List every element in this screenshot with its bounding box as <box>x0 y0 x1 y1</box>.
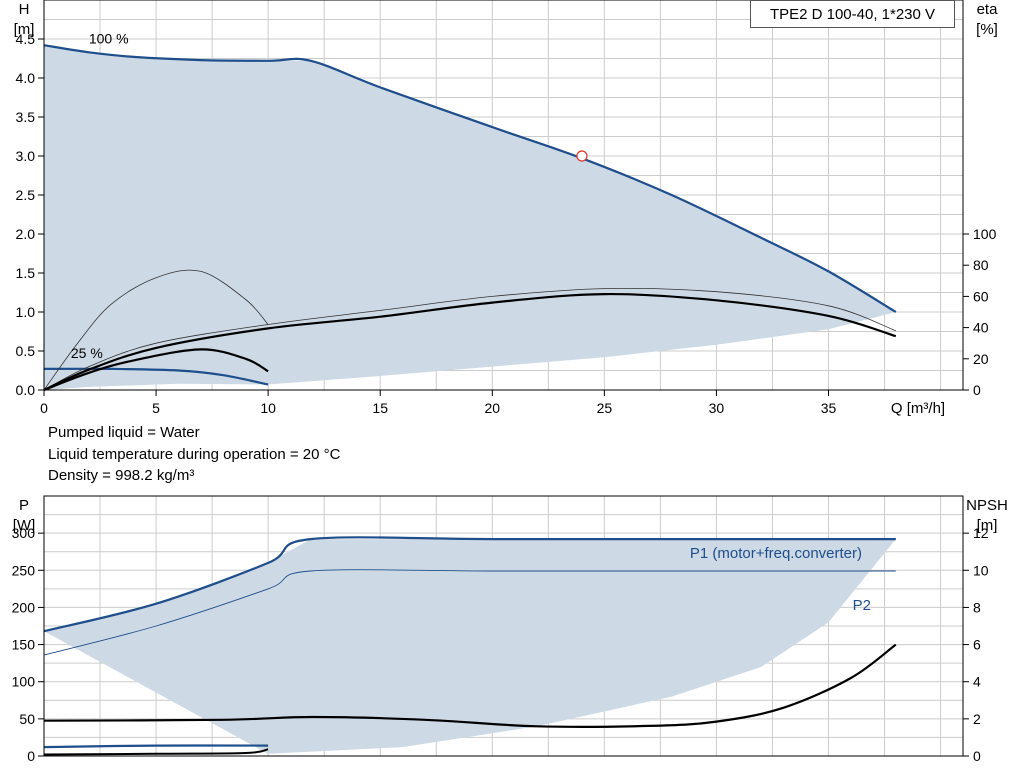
y-left-tick-label: 0.0 <box>16 382 36 398</box>
y-right-tick-label: 2 <box>973 711 981 727</box>
y-left-axis-label: [W] <box>13 517 36 534</box>
y-left-tick-label: 0.5 <box>16 343 36 359</box>
head-efficiency-chart: 0.0 0.5 1.0 1.5 2.0 2.5 3.0 3.5 4.0 4.5 0 20 40 60 80 1… <box>14 0 999 417</box>
y-left-tick-label: 4.5 <box>16 31 36 47</box>
p1-max-curve <box>43 536 896 633</box>
y-left-tick-label: 3.0 <box>16 148 36 164</box>
note-density: Density = 998.2 kg/m³ <box>48 467 195 484</box>
p2-min-curve <box>43 748 269 756</box>
note-liquid-temperature: Liquid temperature during operation = 20… <box>48 446 341 463</box>
y-right-axis-label: [m] <box>977 517 998 534</box>
chart-title: TPE2 D 100-40, 1*230 V <box>750 0 955 28</box>
y-right-tick-label: 8 <box>973 599 981 615</box>
x-tick-label: 10 <box>260 400 276 416</box>
y-right-tick-label: 0 <box>973 382 981 398</box>
x-tick-label: 5 <box>152 400 160 416</box>
duty-point-marker <box>576 150 588 162</box>
x-tick-label: 20 <box>485 400 501 416</box>
y-right-tick-label: 60 <box>973 288 989 304</box>
y-left-tick-label: 300 <box>12 525 36 541</box>
power-npsh-chart: 0 50 100 150 200 250 300 0 2 4 6 8 10 12 P [W] NPSH [m] P1… <box>12 495 1008 764</box>
x-tick-label: 25 <box>597 400 613 416</box>
y-right-tick-label: 80 <box>973 257 989 273</box>
y-right-axis-label: eta <box>977 1 999 18</box>
y-right-tick-label: 0 <box>973 748 981 764</box>
x-tick-label: 15 <box>372 400 388 416</box>
y-left-axis-label: [m] <box>14 21 35 38</box>
p2-max-curve <box>43 569 896 656</box>
y-right-tick-label: 20 <box>973 351 989 367</box>
y-right-tick-label: 40 <box>973 320 989 336</box>
y-left-axis-label: P <box>19 497 29 514</box>
y-left-tick-label: 50 <box>19 711 35 727</box>
speed-curve-label: 25 % <box>71 345 103 361</box>
x-axis-label: Q [m³/h] <box>891 400 945 417</box>
note-pumped-liquid: Pumped liquid = Water <box>48 424 200 441</box>
y-left-tick-label: 100 <box>12 674 36 690</box>
y-left-tick-label: 1.0 <box>16 304 36 320</box>
y-left-tick-label: 1.5 <box>16 265 36 281</box>
eta-max-curve <box>43 292 897 392</box>
p1-min-curve <box>43 744 269 749</box>
y-right-axis-label: [%] <box>976 21 998 38</box>
eta-min-thin-curve <box>43 269 269 391</box>
y-right-axis-label: NPSH <box>966 497 1008 514</box>
eta-max-thin-curve <box>43 287 896 391</box>
x-tick-label: 30 <box>709 400 725 416</box>
y-right-tick-label: 4 <box>973 674 981 690</box>
p1-series-label: P1 (motor+freq.converter) <box>690 545 862 562</box>
npsh-curve <box>43 643 897 728</box>
y-left-tick-label: 3.5 <box>16 109 36 125</box>
p2-series-label: P2 <box>853 597 871 614</box>
y-left-tick-label: 250 <box>12 562 36 578</box>
y-right-tick-label: 12 <box>973 525 989 541</box>
y-right-tick-label: 100 <box>973 226 997 242</box>
y-left-axis-label: H <box>19 1 30 18</box>
y-left-tick-label: 2.5 <box>16 187 36 203</box>
head-min-curve <box>43 367 269 386</box>
y-right-tick-label: 10 <box>973 562 989 578</box>
y-left-tick-label: 150 <box>12 637 36 653</box>
speed-curve-label: 100 % <box>89 31 129 47</box>
eta-min-curve <box>43 348 269 392</box>
operating-area <box>44 45 896 390</box>
x-tick-label: 35 <box>821 400 837 416</box>
y-left-tick-label: 0 <box>27 748 35 764</box>
y-right-tick-label: 6 <box>973 637 981 653</box>
y-left-tick-label: 4.0 <box>16 70 36 86</box>
head-max-curve <box>43 44 897 313</box>
x-tick-label: 0 <box>40 400 48 416</box>
plot-frame <box>43 495 964 757</box>
y-left-tick-label: 200 <box>12 599 36 615</box>
y-left-tick-label: 2.0 <box>16 226 36 242</box>
